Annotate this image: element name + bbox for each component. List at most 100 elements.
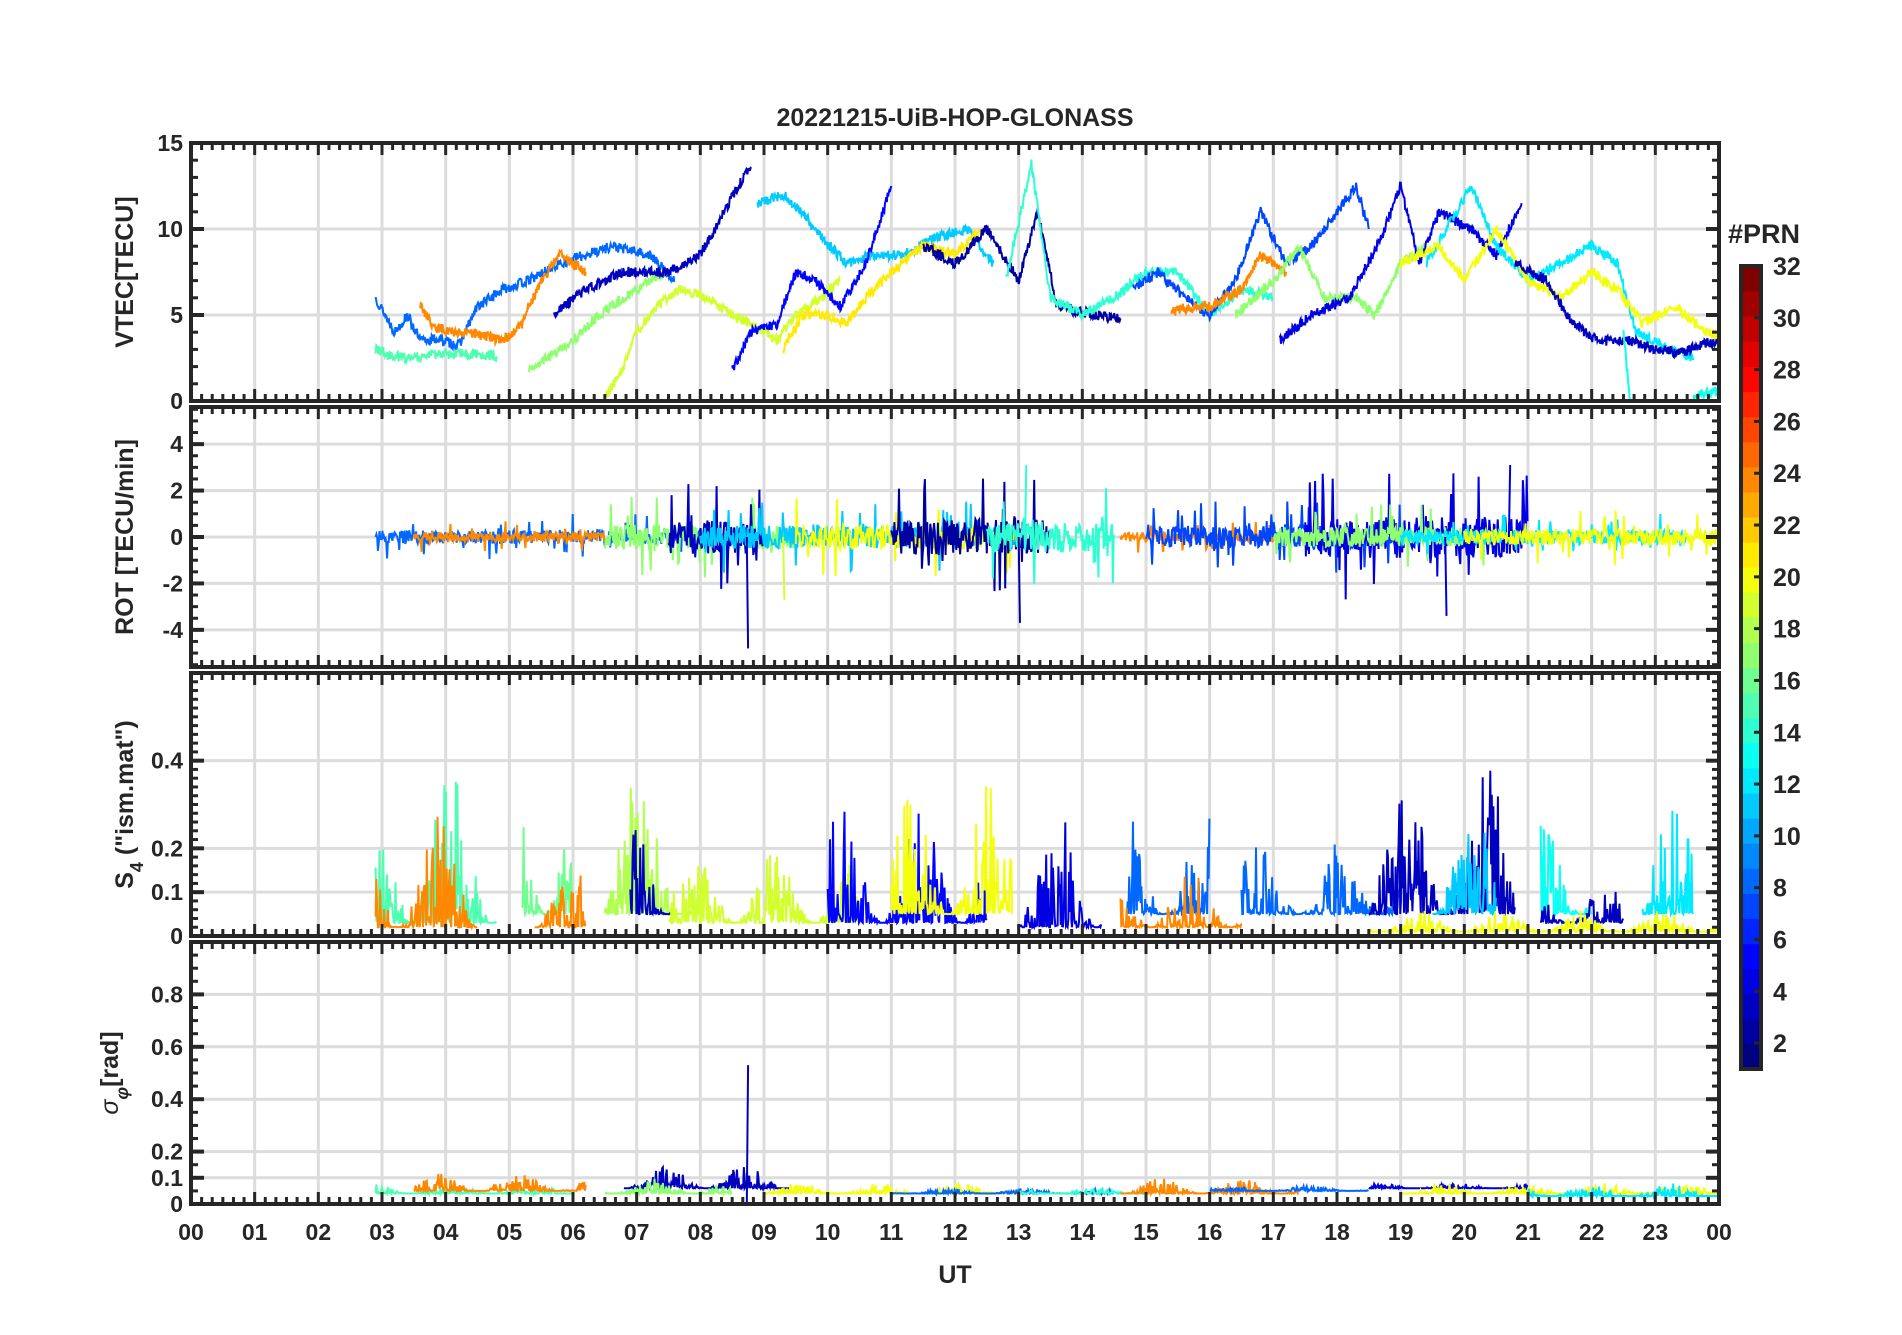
rot-trace-prn-24 — [412, 521, 606, 552]
y-label-subscript: φ — [112, 1087, 132, 1100]
y-axis-label: VTEC[TECU] — [111, 196, 139, 347]
colorbar-tick-label: 6 — [1773, 926, 1787, 954]
vtec-trace-prn-13 — [1622, 329, 1631, 401]
vtec-trace-prn-20 — [1399, 225, 1719, 344]
y-label-rest: [rad] — [96, 1031, 124, 1087]
panel-s4: 00.10.20.4S4 ("ism.mat") — [111, 671, 1721, 949]
x-tick-label: 17 — [1261, 1219, 1287, 1245]
vtec-trace-prn-5 — [731, 185, 893, 371]
colorbar-tick-label: 10 — [1773, 823, 1801, 851]
vtec-trace-prn-3 — [1514, 258, 1719, 360]
colorbar-swatch — [1741, 391, 1761, 418]
x-tick-label: 03 — [369, 1219, 395, 1245]
s4-trace-prn-24 — [1119, 876, 1243, 931]
colorbar-swatch — [1741, 818, 1761, 844]
vtec-trace-prn-2 — [922, 207, 1122, 325]
colorbar-swatch — [1741, 542, 1761, 568]
sigma-trace-prn-20 — [764, 1181, 1020, 1198]
sigma-spike-prn-3 — [745, 1065, 750, 1204]
data-layer — [374, 159, 1719, 401]
data-layer — [374, 770, 1719, 936]
x-tick-label: 23 — [1643, 1219, 1669, 1245]
x-tick-label: 04 — [433, 1219, 459, 1245]
s4-trace-prn-12 — [1641, 810, 1694, 919]
x-tick-label: 14 — [1070, 1219, 1096, 1245]
colorbar-swatch — [1741, 416, 1761, 443]
y-label-main: S — [111, 872, 139, 889]
colorbar-tick-label: 2 — [1773, 1030, 1787, 1058]
x-tick-label: 19 — [1388, 1219, 1414, 1245]
rot-spike-prn-2 — [1017, 536, 1021, 623]
panel-sigma: 00.10.2 0.4 0.6 0.8 σφ[rad] — [96, 940, 1721, 1217]
rot-trace-prn-20 — [1463, 510, 1719, 565]
colorbar-tick-label: 16 — [1773, 667, 1801, 695]
rot-spike-prn-14 — [1024, 465, 1028, 538]
x-tick-label: 18 — [1324, 1219, 1350, 1245]
vtec-trace-prn-12 — [1425, 185, 1695, 362]
y-tick-label: 15 — [157, 130, 183, 156]
y-tick-label: 0.1 — [151, 879, 183, 905]
x-tick-label: 01 — [242, 1219, 268, 1245]
y-axis-label: S4 ("ism.mat") — [111, 720, 147, 889]
colorbar-tick-label: 32 — [1773, 253, 1801, 281]
colorbar-tick-label: 14 — [1773, 719, 1801, 747]
y-tick-label: 0 — [170, 388, 183, 414]
colorbar-tick-label: 8 — [1773, 875, 1787, 903]
x-tick-label: 07 — [624, 1219, 650, 1245]
colorbar-tick-label: 28 — [1773, 357, 1801, 385]
rot-spike-prn-4 — [1507, 465, 1512, 538]
rot-spike-prn-19 — [782, 536, 786, 600]
vtec-trace-prn-21 — [782, 228, 982, 355]
colorbar-tick-label: 18 — [1773, 616, 1801, 644]
y-tick-label: -4 — [163, 617, 184, 643]
colorbar-swatch — [1741, 516, 1761, 543]
colorbar-swatch — [1741, 868, 1761, 894]
rot-spike-prn-4 — [1444, 536, 1448, 616]
y-label-rest: ("ism.mat") — [111, 720, 139, 862]
x-tick-label: 06 — [560, 1219, 586, 1245]
s4-trace-prn-5 — [826, 811, 988, 927]
data-layer — [374, 1065, 1719, 1204]
x-tick-label: 08 — [688, 1219, 714, 1245]
colorbar-swatch — [1741, 717, 1761, 744]
y-axis-label: ROT [TECU/min] — [111, 439, 139, 635]
sigma-trace-prn-12 — [1527, 1183, 1719, 1200]
y-tick-label: 0.6 — [151, 1034, 183, 1060]
x-tick-label: 21 — [1515, 1219, 1541, 1245]
s4-trace-prn-16 — [521, 827, 574, 918]
x-tick-label: 10 — [815, 1219, 841, 1245]
colorbar-swatch — [1741, 592, 1761, 618]
x-tick-label: 22 — [1579, 1219, 1605, 1245]
x-tick-label: 15 — [1133, 1219, 1159, 1245]
rot-trace-prn-14 — [985, 488, 1115, 584]
colorbar-swatch — [1741, 617, 1761, 644]
x-tick-label: 12 — [942, 1219, 968, 1245]
colorbar-tick-label: 12 — [1773, 771, 1801, 799]
y-tick-label: 0.8 — [151, 981, 183, 1007]
y-tick-label: 10 — [157, 216, 183, 242]
y-tick-label: 0.2 — [151, 1139, 183, 1165]
sigma-trace-prn-24 — [413, 1173, 587, 1194]
s4-trace-prn-24 — [374, 816, 478, 931]
x-tick-label: 20 — [1452, 1219, 1478, 1245]
s4-trace-prn-20 — [1367, 910, 1719, 936]
sigma-trace-prn-17 — [604, 1178, 733, 1198]
colorbar-swatch — [1741, 291, 1761, 317]
colorbar-swatch — [1741, 918, 1761, 945]
x-tick-label: 16 — [1197, 1219, 1223, 1245]
vtec-trace-prn-3 — [552, 166, 752, 320]
colorbar-swatch — [1741, 316, 1761, 342]
colorbar-swatch — [1741, 341, 1761, 367]
vtec-trace-prn-4 — [1278, 181, 1523, 346]
colorbar-swatch — [1741, 1018, 1761, 1045]
vtec-trace-prn-17 — [528, 267, 670, 373]
x-tick-label: 02 — [306, 1219, 332, 1245]
colorbar-frame — [1739, 264, 1763, 1071]
colorbar-tick-label: 4 — [1773, 978, 1787, 1006]
s4-trace-prn-8 — [1240, 844, 1402, 918]
colorbar-swatch — [1741, 1043, 1761, 1070]
rot-trace-prn-17 — [603, 497, 797, 578]
x-tick-label: 13 — [1006, 1219, 1032, 1245]
chart-title: 20221215-UiB-HOP-GLONASS — [776, 104, 1133, 132]
